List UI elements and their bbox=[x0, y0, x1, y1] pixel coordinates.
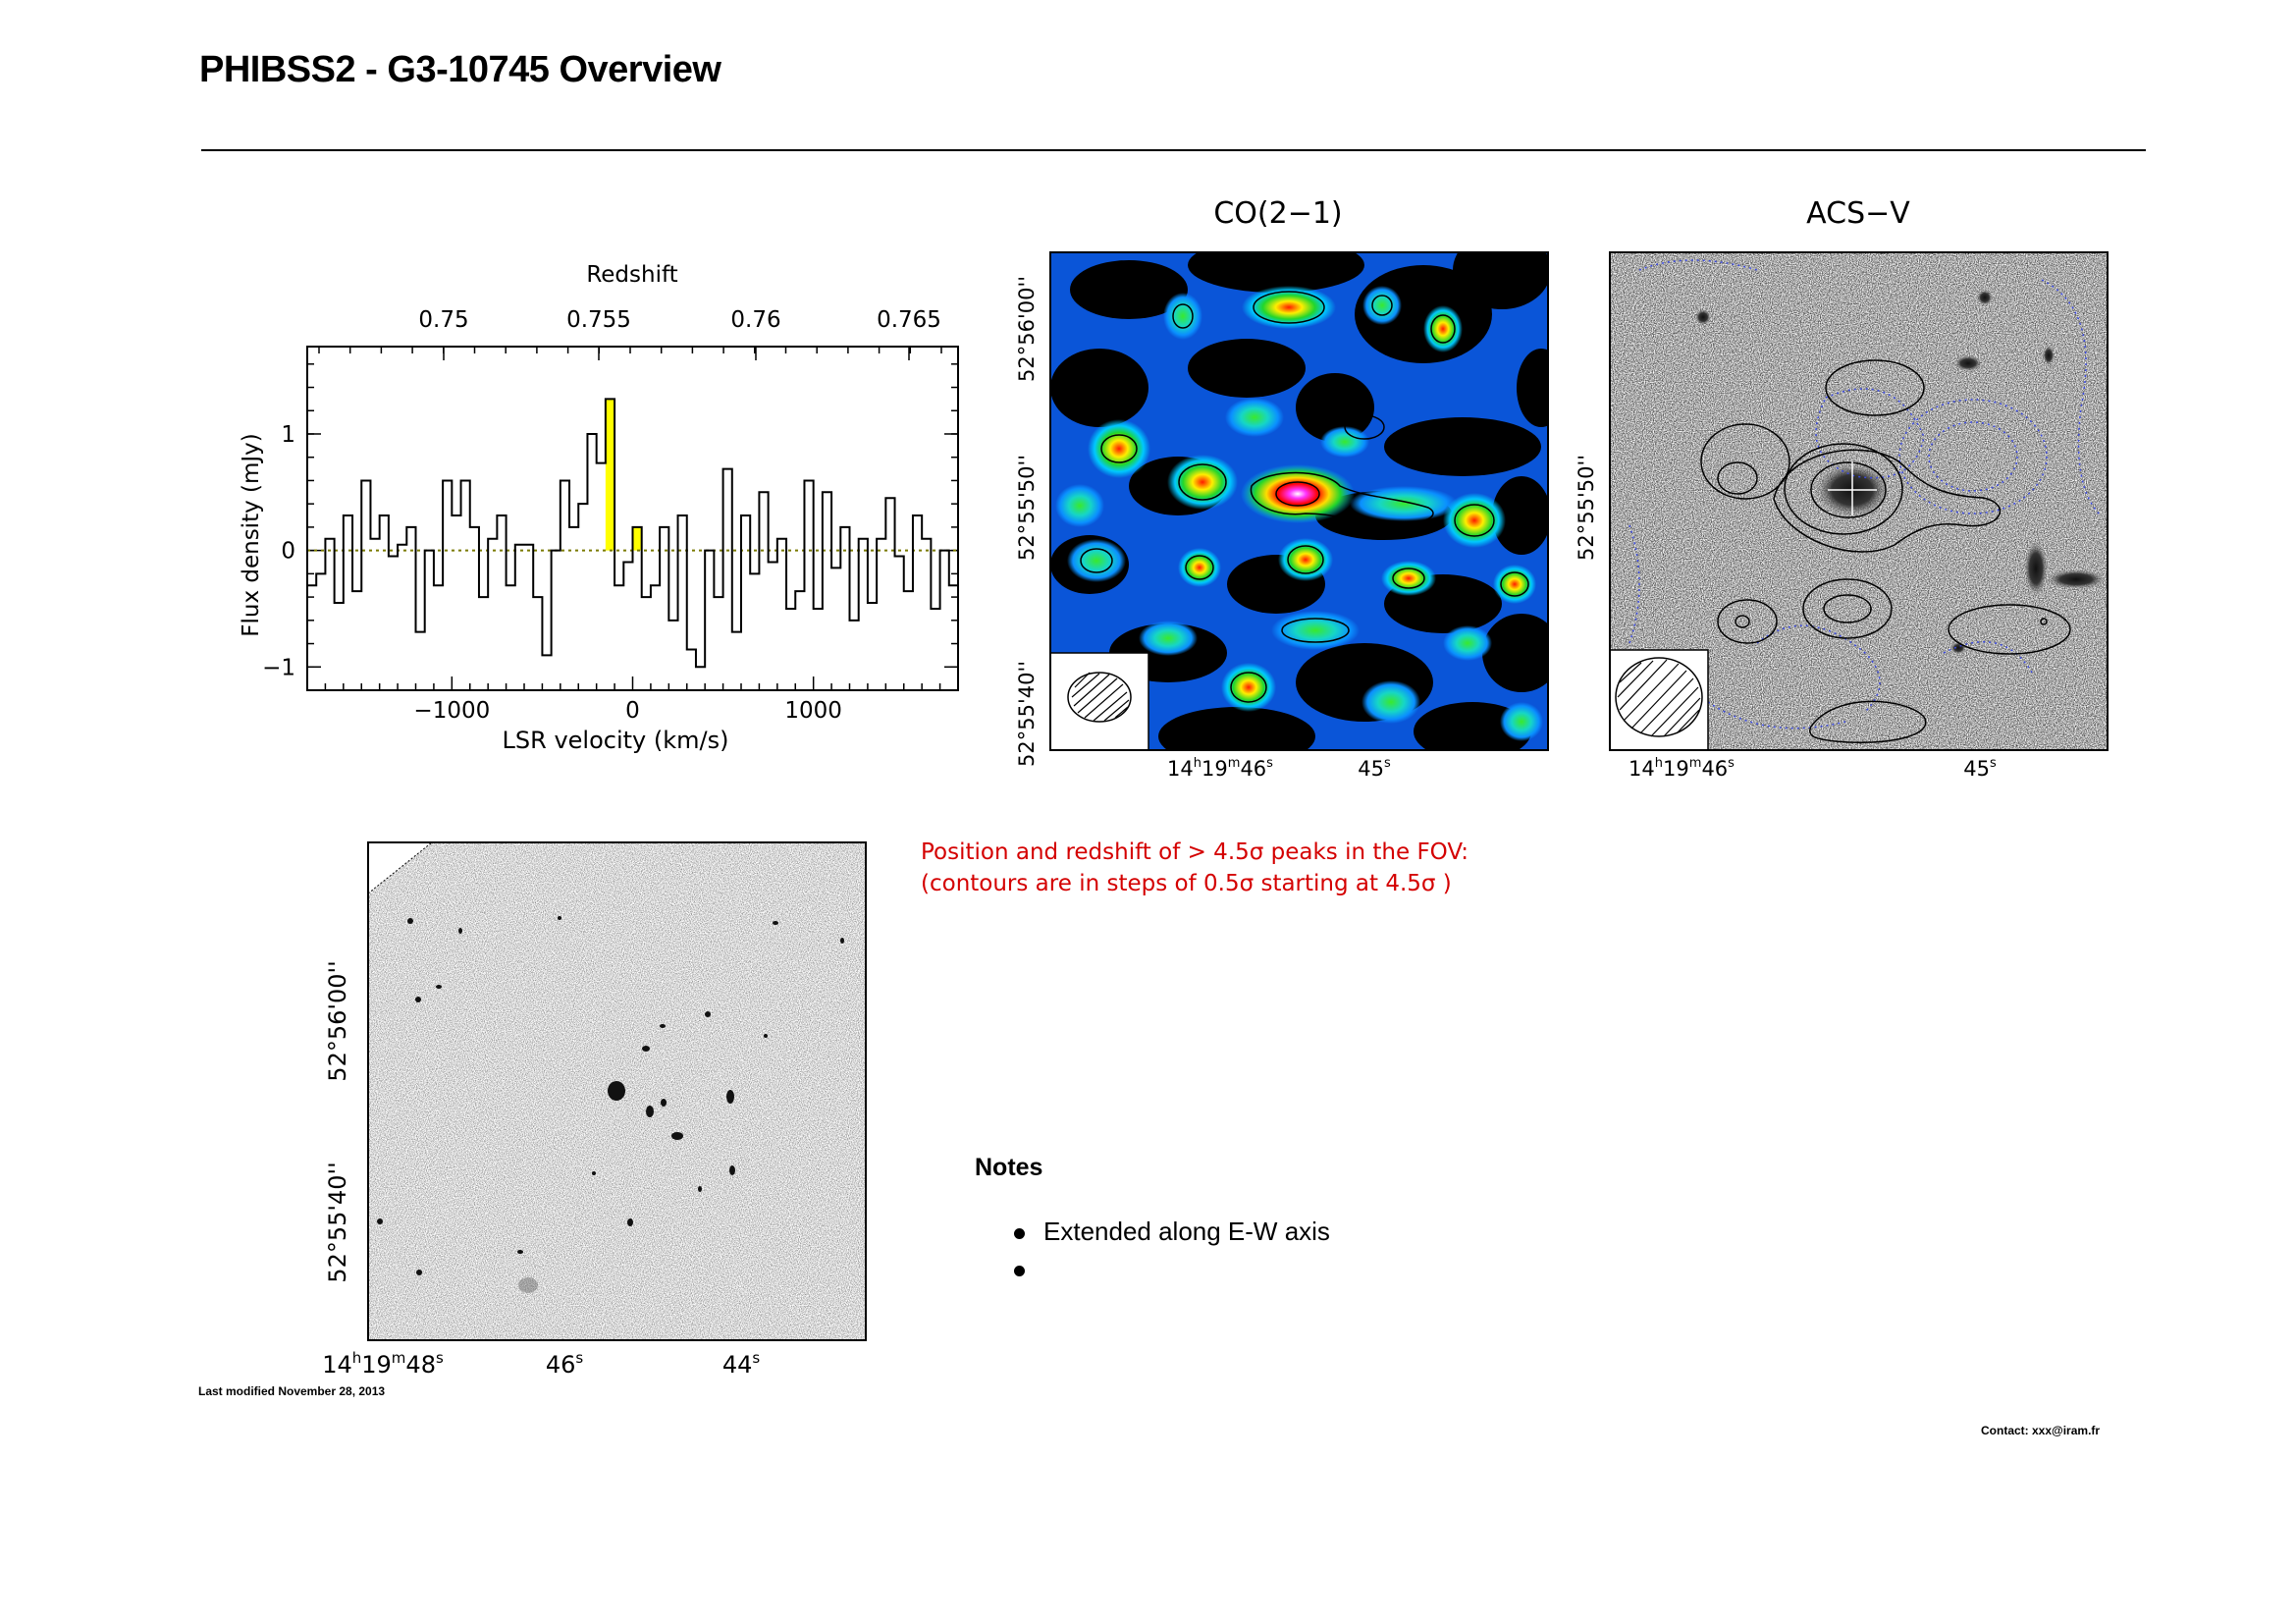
title-divider bbox=[201, 149, 2146, 151]
co-ra-tick: 45s bbox=[1358, 756, 1391, 781]
y-tick-label: −1 bbox=[262, 655, 295, 680]
co-map-panel: CO(2−1) bbox=[1015, 196, 1549, 781]
fov-note-line1: Position and redshift of > 4.5σ peaks in… bbox=[921, 839, 1468, 865]
wide-field-image bbox=[368, 842, 866, 1340]
top-tick-label: 0.755 bbox=[566, 307, 631, 333]
page-title: PHIBSS2 - G3-10745 Overview bbox=[199, 49, 721, 90]
x-tick-label: 0 bbox=[625, 698, 640, 724]
co-map-title: CO(2−1) bbox=[1213, 196, 1342, 231]
last-modified: Last modified November 28, 2013 bbox=[198, 1384, 386, 1398]
top-axis-label: Redshift bbox=[586, 262, 677, 288]
co-map-frame bbox=[1049, 251, 1549, 751]
acs-map-panel: ACS−V bbox=[1575, 196, 2109, 781]
acs-ra-tick: 14h19m46s bbox=[1629, 756, 1735, 781]
acs-dec-tick: 52°55'50'' bbox=[1575, 455, 1598, 561]
x-axis-label: LSR velocity (km/s) bbox=[503, 727, 729, 754]
top-tick-label: 0.76 bbox=[730, 307, 780, 333]
spectrum-frame bbox=[306, 346, 959, 691]
x-tick-label: −1000 bbox=[413, 698, 490, 724]
acs-map-frame bbox=[1609, 251, 2109, 751]
top-tick-label: 0.765 bbox=[877, 307, 941, 333]
co-dec-tick: 52°56'00'' bbox=[1015, 276, 1039, 382]
wide-dec-tick: 52°56'00'' bbox=[324, 960, 351, 1081]
fov-note: Position and redshift of > 4.5σ peaks in… bbox=[921, 837, 1468, 899]
y-tick-label: 1 bbox=[281, 422, 295, 448]
notes-title: Notes bbox=[975, 1154, 1043, 1181]
acs-image bbox=[1610, 252, 2108, 750]
acs-map-title: ACS−V bbox=[1806, 196, 1910, 231]
notes-item bbox=[1014, 1253, 1330, 1290]
co-dec-tick: 52°55'50'' bbox=[1015, 455, 1039, 561]
contact: Contact: xxx@iram.fr bbox=[1981, 1424, 2101, 1437]
wide-field-panel: 52°56'00'' 52°55'40'' 14h19m48s 46s 44s bbox=[322, 841, 867, 1379]
top-tick-label: 0.75 bbox=[418, 307, 468, 333]
notes-list: Extended along E-W axis bbox=[1014, 1216, 1330, 1290]
co-intensity-map bbox=[1050, 252, 1548, 750]
y-tick-label: 0 bbox=[281, 539, 295, 565]
wide-dec-tick: 52°55'40'' bbox=[324, 1162, 351, 1282]
y-axis-label: Flux density (mJy) bbox=[239, 433, 264, 637]
wide-ra-tick: 14h19m48s bbox=[322, 1349, 444, 1379]
notes-item: Extended along E-W axis bbox=[1014, 1216, 1330, 1253]
co-ra-tick: 14h19m46s bbox=[1167, 756, 1273, 781]
co-dec-tick: 52°55'40'' bbox=[1015, 661, 1039, 767]
wide-field-frame bbox=[367, 841, 867, 1341]
wide-ra-tick: 46s bbox=[546, 1349, 584, 1379]
fov-note-line2: (contours are in steps of 0.5σ starting … bbox=[921, 871, 1452, 896]
spectrum-histogram bbox=[307, 398, 958, 669]
spectrum-chart: Redshift 0.75 0.755 0.76 0.765 −1000 0 1000 −… bbox=[239, 262, 959, 754]
wide-ra-tick: 44s bbox=[722, 1349, 761, 1379]
acs-ra-tick: 45s bbox=[1963, 756, 1997, 781]
x-tick-label: 1000 bbox=[784, 698, 842, 724]
